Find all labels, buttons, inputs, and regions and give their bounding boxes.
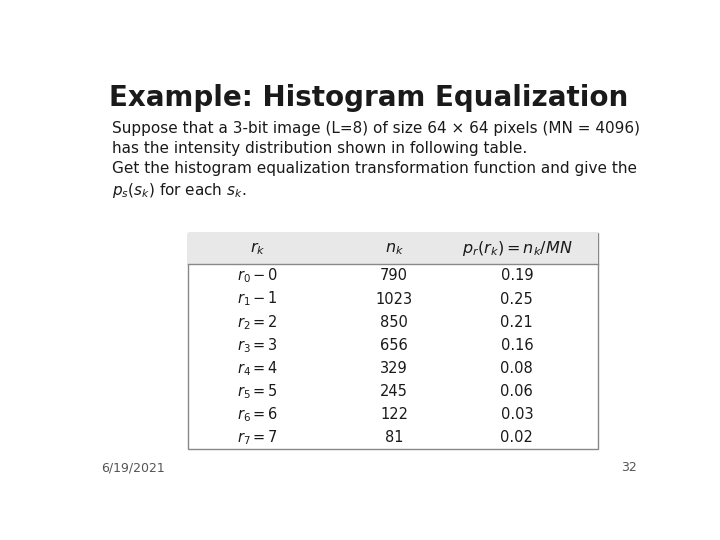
Text: 0.03: 0.03 — [500, 407, 534, 422]
Text: 656: 656 — [380, 338, 408, 353]
Text: 81: 81 — [385, 430, 403, 445]
Bar — [188, 233, 598, 449]
Text: 245: 245 — [380, 384, 408, 399]
Text: 0.06: 0.06 — [500, 384, 534, 399]
Text: 122: 122 — [380, 407, 408, 422]
Text: $p_s(s_k)$ for each $s_k$.: $p_s(s_k)$ for each $s_k$. — [112, 181, 247, 200]
Text: 6/19/2021: 6/19/2021 — [101, 461, 165, 474]
Text: 32: 32 — [621, 461, 637, 474]
Text: $r_7 = 7$: $r_7 = 7$ — [237, 429, 278, 447]
Text: Get the histogram equalization transformation function and give the: Get the histogram equalization transform… — [112, 161, 637, 176]
Text: 1023: 1023 — [376, 292, 413, 307]
Text: 0.08: 0.08 — [500, 361, 534, 376]
Text: 0.25: 0.25 — [500, 292, 534, 307]
Text: $r_k$: $r_k$ — [250, 240, 265, 257]
Text: 790: 790 — [380, 268, 408, 284]
Text: 0.19: 0.19 — [500, 268, 534, 284]
Text: $r_1 - 1$: $r_1 - 1$ — [237, 290, 278, 308]
Text: $r_3 = 3$: $r_3 = 3$ — [237, 336, 278, 355]
Text: 0.21: 0.21 — [500, 315, 534, 330]
Text: 0.02: 0.02 — [500, 430, 534, 445]
Text: 850: 850 — [380, 315, 408, 330]
Text: 0.16: 0.16 — [500, 338, 534, 353]
Text: $p_r(r_k) = n_k/MN$: $p_r(r_k) = n_k/MN$ — [462, 239, 572, 258]
Text: Suppose that a 3-bit image (L=8) of size 64 × 64 pixels (MN = 4096): Suppose that a 3-bit image (L=8) of size… — [112, 121, 640, 136]
Text: 329: 329 — [380, 361, 408, 376]
Text: $r_6 = 6$: $r_6 = 6$ — [237, 406, 278, 424]
Text: Example: Histogram Equalization: Example: Histogram Equalization — [109, 84, 629, 112]
Text: $r_2 = 2$: $r_2 = 2$ — [237, 313, 278, 332]
Bar — [188, 233, 598, 265]
Text: has the intensity distribution shown in following table.: has the intensity distribution shown in … — [112, 141, 528, 156]
Text: $n_k$: $n_k$ — [384, 241, 404, 256]
Text: $r_4 = 4$: $r_4 = 4$ — [237, 359, 278, 378]
Text: $r_5 = 5$: $r_5 = 5$ — [237, 382, 278, 401]
Text: $r_0 - 0$: $r_0 - 0$ — [237, 267, 278, 285]
